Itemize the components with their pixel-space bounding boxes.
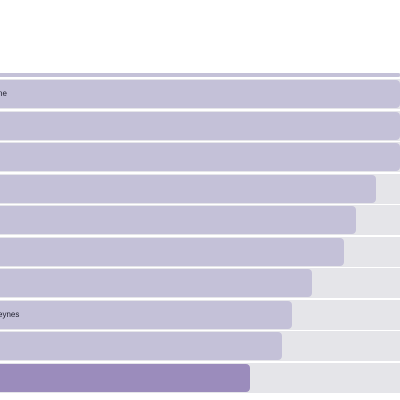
bar-row[interactable] [0, 73, 400, 77]
bar-fill [0, 332, 282, 360]
bar-fill [0, 111, 400, 140]
bar-fill [0, 174, 376, 203]
bar-fill [0, 300, 292, 329]
bar-fill [0, 143, 400, 171]
bar-label: eynes [0, 309, 20, 319]
bar-fill [0, 237, 344, 266]
bar-row[interactable] [0, 173, 400, 204]
bar-row[interactable]: eynes [0, 299, 400, 330]
bar-row[interactable] [0, 236, 400, 267]
bar-fill [0, 206, 356, 234]
bar-row[interactable]: ne [0, 79, 400, 109]
bar-row[interactable] [0, 362, 400, 393]
bar-row[interactable] [0, 331, 400, 361]
bar-label: ne [0, 89, 7, 98]
bar-fill [0, 269, 312, 297]
bar-row[interactable] [0, 268, 400, 298]
ranked-bar-list: ne eynes [0, 73, 400, 394]
bar-fill-highlighted [0, 363, 250, 392]
bar-fill [0, 80, 400, 108]
bar-row[interactable] [0, 110, 400, 141]
bar-fill [0, 73, 400, 77]
bar-row[interactable] [0, 142, 400, 172]
bar-row[interactable] [0, 205, 400, 235]
